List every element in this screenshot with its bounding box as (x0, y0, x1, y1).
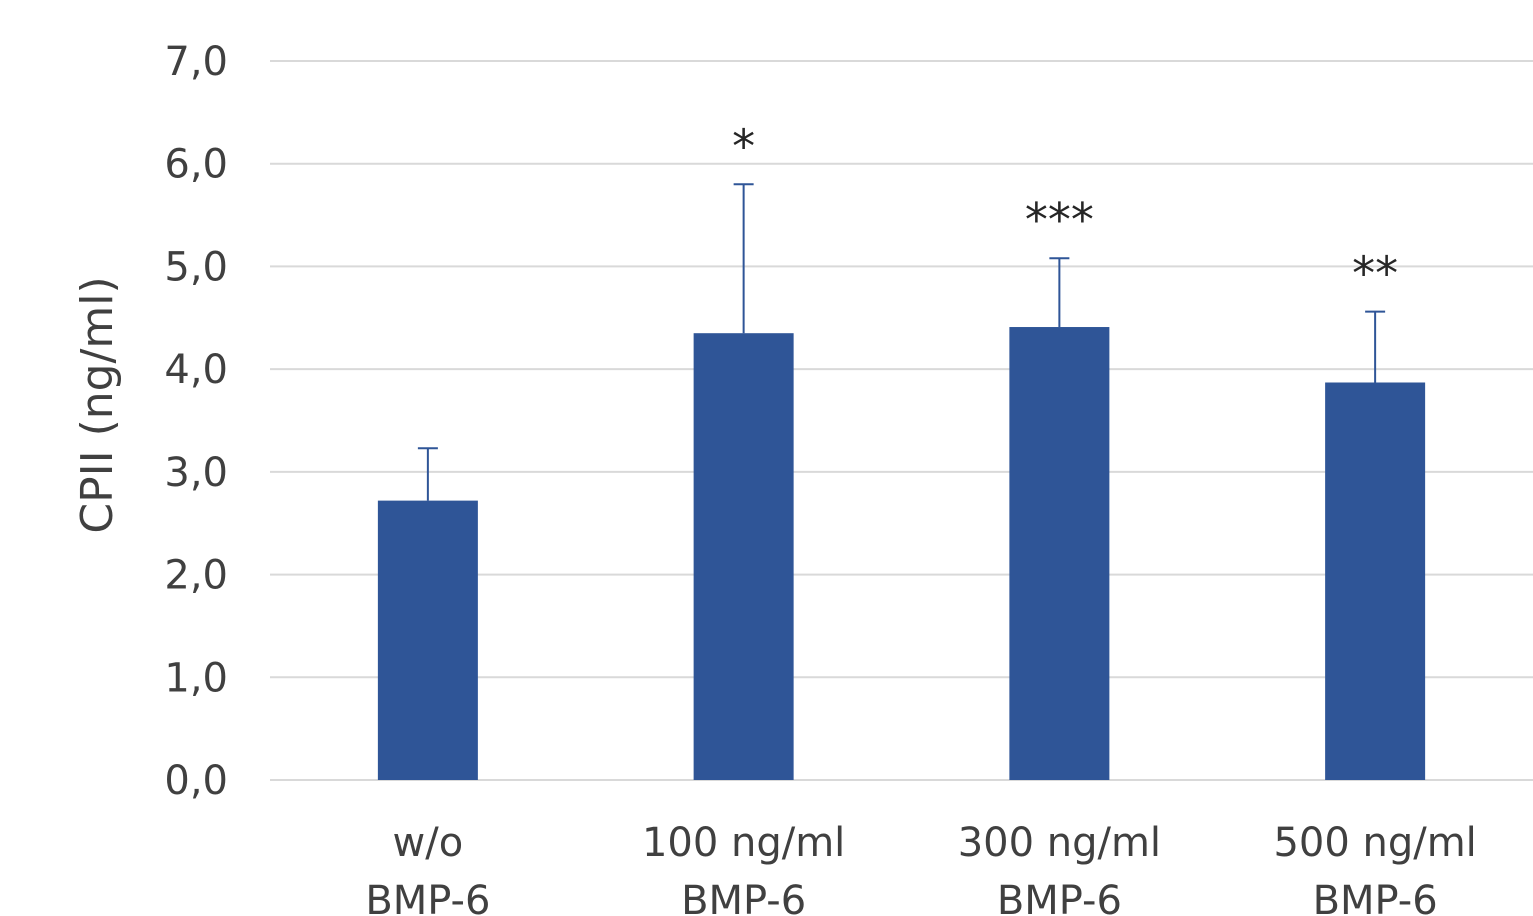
x-category-label: 100 ng/ml (642, 820, 845, 866)
x-category-label: 500 ng/ml (1273, 820, 1476, 866)
x-category-label: BMP-6 (1313, 878, 1438, 916)
x-category-label: BMP-6 (365, 878, 490, 916)
error-bars (417, 183, 1386, 501)
significance-marker: * (732, 119, 755, 173)
bars (377, 327, 1426, 780)
bar (693, 333, 794, 780)
x-axis-labels: w/o BMP-6 100 ng/ml BMP-6 300 ng/ml BMP-6 500 … (365, 820, 1476, 916)
x-category-label: BMP-6 (681, 878, 806, 916)
gridlines (270, 60, 1533, 781)
y-axis-title: CPII (ng/ml) (72, 276, 123, 533)
significance-marker: ** (1352, 247, 1398, 301)
y-tick-label: 2,0 (164, 553, 228, 599)
x-category-label: 300 ng/ml (958, 820, 1161, 866)
y-tick-label: 7,0 (164, 39, 228, 85)
bar (1009, 327, 1110, 780)
y-tick-label: 0,0 (164, 758, 228, 804)
y-tick-label: 5,0 (164, 244, 228, 290)
y-tick-label: 6,0 (164, 142, 228, 188)
significance-markers: ****** (732, 119, 1398, 300)
y-tick-label: 3,0 (164, 450, 228, 496)
y-tick-label: 4,0 (164, 347, 228, 393)
bar (1325, 382, 1426, 780)
x-category-label: w/o (393, 820, 464, 866)
significance-marker: *** (1025, 193, 1094, 247)
bar (377, 500, 478, 780)
x-category-label: BMP-6 (997, 878, 1122, 916)
y-tick-label: 1,0 (164, 655, 228, 701)
y-axis-ticks: 0,0 1,0 2,0 3,0 4,0 5,0 6,0 7,0 (164, 39, 228, 804)
